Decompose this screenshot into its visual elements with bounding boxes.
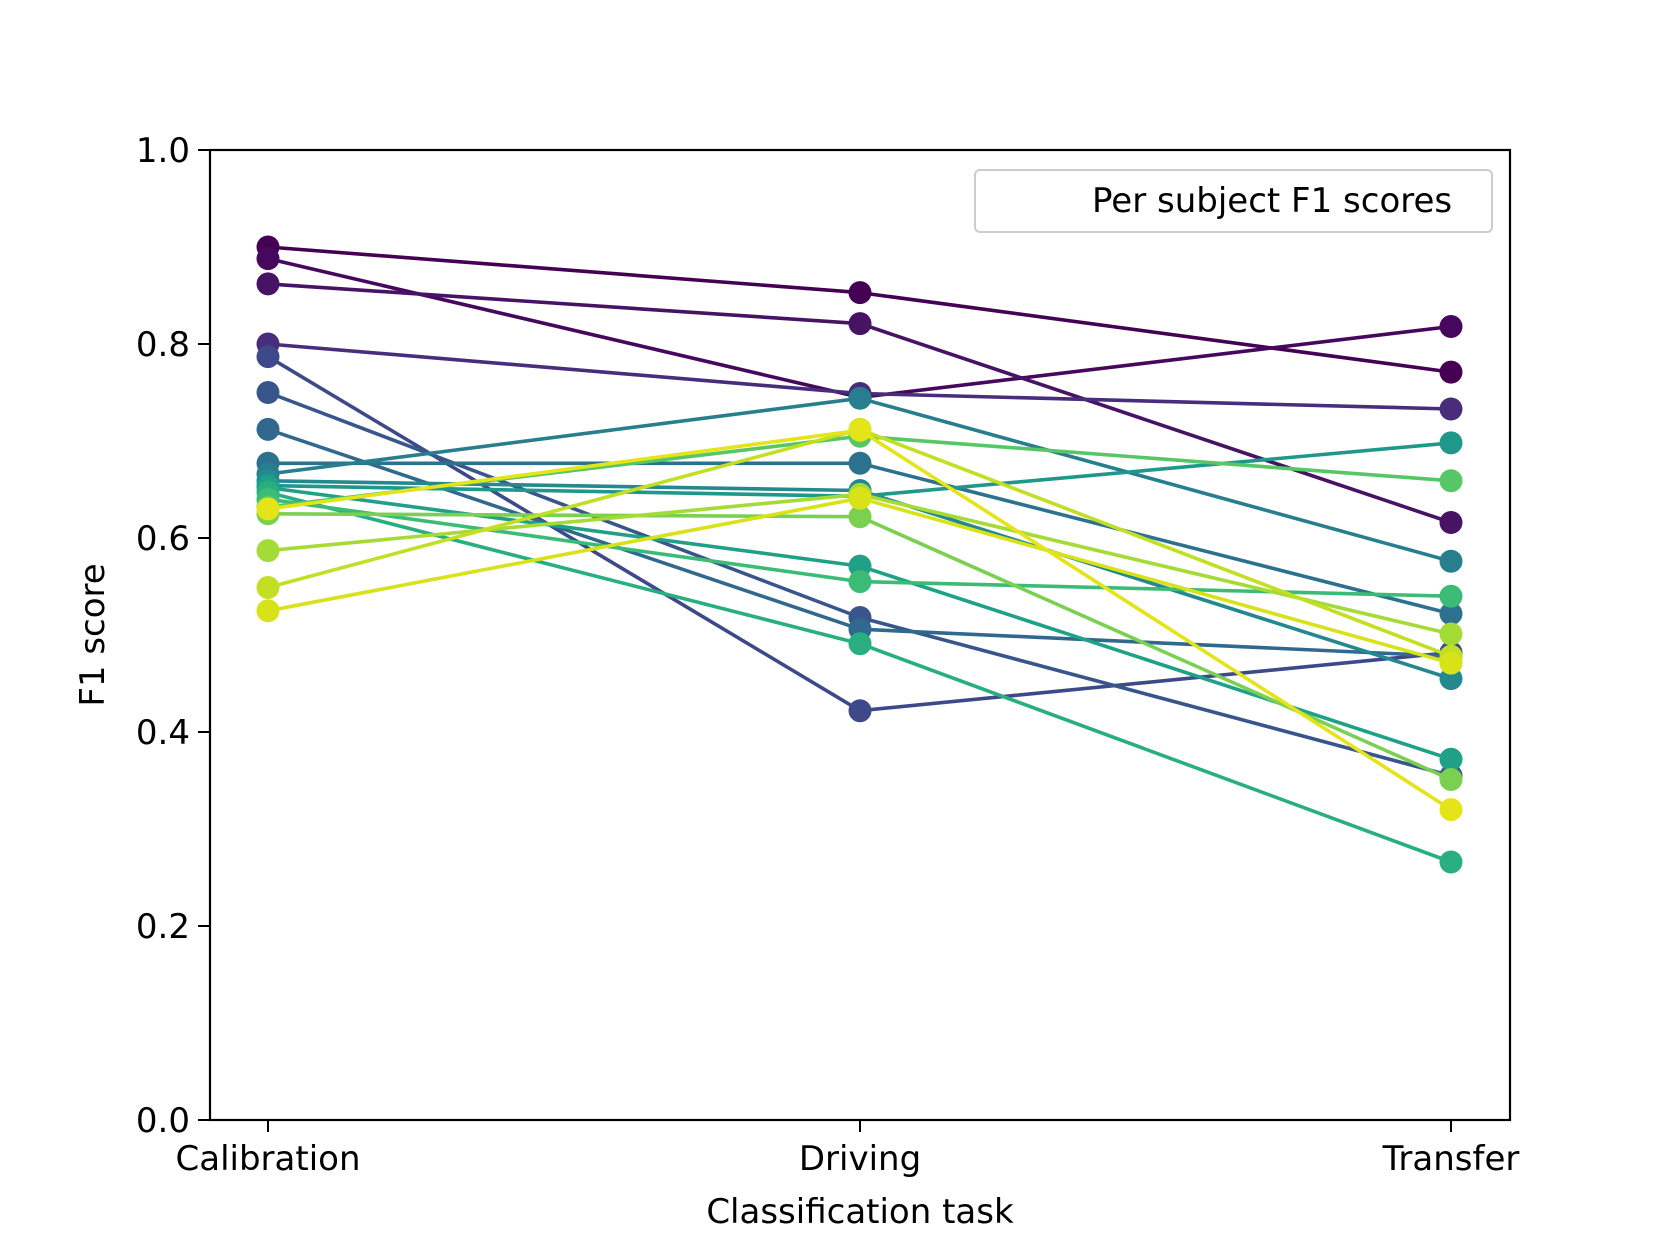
data-point: [848, 418, 872, 442]
y-tick-label: 0.4: [136, 713, 190, 753]
data-point: [1439, 747, 1463, 771]
data-point: [1439, 768, 1463, 791]
series-S3: [256, 272, 1463, 534]
data-point: [1439, 602, 1463, 626]
legend-box: [974, 169, 1493, 233]
data-point: [256, 417, 280, 441]
data-point: [1439, 360, 1463, 384]
x-axis: Calibration Driving Transfer: [176, 1120, 1520, 1179]
data-point: [848, 570, 872, 594]
data-point: [256, 497, 280, 521]
data-point: [848, 386, 872, 410]
data-point: [848, 281, 872, 305]
data-point: [256, 539, 280, 563]
data-point: [1439, 511, 1463, 534]
y-tick-label: 0.0: [136, 1101, 190, 1141]
data-point: [848, 451, 872, 475]
series-line: [267, 490, 1452, 864]
series-S20: [256, 418, 1463, 822]
y-axis-label: F1 score: [73, 563, 113, 706]
y-tick-label: 0.6: [136, 519, 190, 559]
data-point: [256, 345, 280, 369]
y-tick-label: 0.2: [136, 907, 190, 947]
series-S1: [256, 235, 1463, 384]
x-tick-label: Transfer: [1382, 1139, 1520, 1179]
series-line: [267, 245, 1452, 374]
data-point: [256, 576, 280, 599]
data-point: [1439, 469, 1463, 493]
series-layer: [256, 235, 1463, 874]
data-point: [1439, 549, 1463, 573]
data-point: [1439, 397, 1463, 421]
data-point: [1439, 431, 1463, 455]
data-point: [848, 632, 872, 656]
y-tick-label: 1.0: [136, 131, 190, 171]
data-point: [848, 486, 872, 510]
x-tick-label: Driving: [799, 1139, 921, 1179]
data-point: [1439, 798, 1463, 822]
data-point: [256, 272, 280, 296]
data-point: [848, 699, 872, 723]
x-tick-label: Calibration: [176, 1139, 361, 1179]
x-axis-label: Classification task: [706, 1192, 1014, 1232]
series-S19: [256, 486, 1463, 675]
data-point: [1439, 850, 1463, 874]
series-S16: [256, 502, 1463, 791]
data-point: [256, 599, 280, 623]
legend: Per subject F1 scores: [974, 169, 1493, 233]
y-axis: 0.0 0.2 0.4 0.6 0.8 1.0: [136, 131, 210, 1141]
data-point: [1439, 651, 1463, 675]
legend-label: Per subject F1 scores: [1092, 181, 1452, 221]
data-point: [1439, 622, 1463, 646]
series-S13: [256, 480, 1463, 874]
series-S8: [256, 451, 1463, 626]
data-point: [1439, 315, 1463, 338]
data-point: [848, 505, 872, 529]
data-point: [1439, 584, 1463, 608]
data-point: [848, 312, 872, 336]
y-tick-label: 0.8: [136, 325, 190, 365]
data-point: [256, 381, 280, 404]
data-point: [256, 247, 280, 271]
